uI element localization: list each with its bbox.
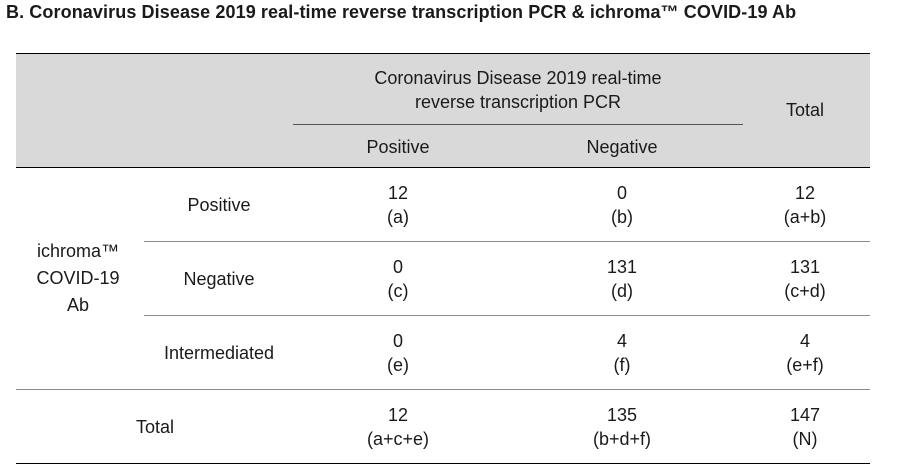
row-label-negative: Negative (183, 268, 255, 289)
cell-code: (a) (387, 206, 409, 227)
row-label-positive: Positive (187, 194, 251, 215)
cell-value: 135 (606, 404, 638, 425)
cell-code: (N) (792, 428, 818, 449)
row-group-label-line2: COVID-19 (36, 267, 120, 288)
cell-code: (c) (387, 280, 409, 301)
table-header-background (16, 53, 870, 167)
table-cell: 12 (a+c+e) (293, 390, 503, 463)
header-sub-rule (293, 124, 743, 125)
table-cell: 131 (d) (513, 242, 731, 315)
cell-code: (c+d) (784, 280, 826, 301)
total-divider (16, 389, 870, 390)
top-rule (16, 53, 870, 54)
row-group-label-line1: ichroma™ (36, 240, 120, 261)
cell-code: (a+c+e) (366, 428, 430, 449)
bottom-rule (16, 463, 870, 464)
row-group-label: ichroma™ COVID-19 Ab (16, 241, 140, 315)
header-bottom-rule (16, 167, 870, 168)
cell-value: 147 (789, 404, 821, 425)
cell-code: (a+b) (783, 206, 827, 227)
header-col-total: Total (785, 100, 825, 120)
cell-value: 12 (794, 182, 816, 203)
cell-code: (d) (611, 280, 633, 301)
table-cell: 12 (a+b) (740, 168, 870, 241)
header-group-label-line1: Coronavirus Disease 2019 real-time (374, 68, 662, 88)
header-col-positive: Positive (366, 137, 430, 157)
cell-value: 131 (789, 256, 821, 277)
row-label-intermediated: Intermediated (163, 342, 275, 363)
row-divider-1 (144, 241, 870, 242)
cell-value: 4 (799, 330, 810, 351)
cell-value: 0 (392, 330, 403, 351)
row-divider-2 (144, 315, 870, 316)
table-cell: 4 (f) (513, 316, 731, 389)
cell-value: 131 (606, 256, 638, 277)
total-row-label: Total (135, 416, 175, 437)
table-title: B. Coronavirus Disease 2019 real-time re… (6, 2, 797, 22)
header-col-negative: Negative (586, 137, 658, 157)
table-cell: 135 (b+d+f) (513, 390, 731, 463)
table-cell: 4 (e+f) (740, 316, 870, 389)
cell-code: (b+d+f) (592, 428, 652, 449)
cell-code: (f) (613, 354, 631, 375)
row-group-label-line3: Ab (66, 294, 90, 315)
cell-code: (e+f) (786, 354, 824, 375)
table-cell: 12 (a) (293, 168, 503, 241)
table-cell: 0 (e) (293, 316, 503, 389)
cell-code: (e) (387, 354, 409, 375)
cell-code: (b) (611, 206, 633, 227)
table-cell: 131 (c+d) (740, 242, 870, 315)
cell-value: 12 (387, 182, 409, 203)
cell-value: 0 (616, 182, 627, 203)
cell-value: 4 (616, 330, 627, 351)
table-cell: 147 (N) (740, 390, 870, 463)
header-group-label-line2: reverse transcription PCR (414, 92, 622, 112)
cell-value: 0 (392, 256, 403, 277)
header-group-label: Coronavirus Disease 2019 real-time rever… (293, 60, 743, 120)
cell-value: 12 (387, 404, 409, 425)
table-cell: 0 (c) (293, 242, 503, 315)
table-cell: 0 (b) (513, 168, 731, 241)
